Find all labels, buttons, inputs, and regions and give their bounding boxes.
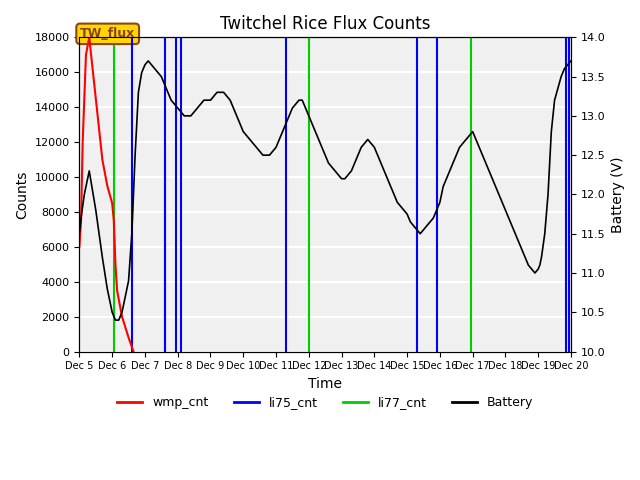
Y-axis label: Battery (V): Battery (V)	[611, 156, 625, 233]
Legend: wmp_cnt, li75_cnt, li77_cnt, Battery: wmp_cnt, li75_cnt, li77_cnt, Battery	[113, 391, 538, 414]
Text: TW_flux: TW_flux	[80, 27, 135, 40]
Y-axis label: Counts: Counts	[15, 170, 29, 218]
Title: Twitchel Rice Flux Counts: Twitchel Rice Flux Counts	[220, 15, 431, 33]
X-axis label: Time: Time	[308, 377, 342, 391]
